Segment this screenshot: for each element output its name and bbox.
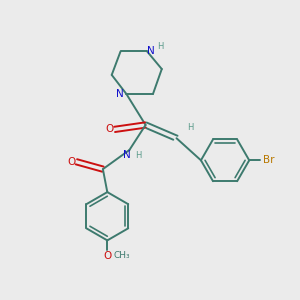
Text: N: N (123, 150, 130, 160)
Text: CH₃: CH₃ (114, 251, 130, 260)
Text: H: H (188, 122, 194, 131)
Text: Br: Br (263, 155, 275, 165)
Text: H: H (157, 42, 164, 51)
Text: O: O (67, 157, 75, 167)
Text: O: O (105, 124, 113, 134)
Text: N: N (147, 46, 154, 56)
Text: O: O (103, 251, 111, 261)
Text: H: H (136, 151, 142, 160)
Text: N: N (116, 89, 124, 99)
